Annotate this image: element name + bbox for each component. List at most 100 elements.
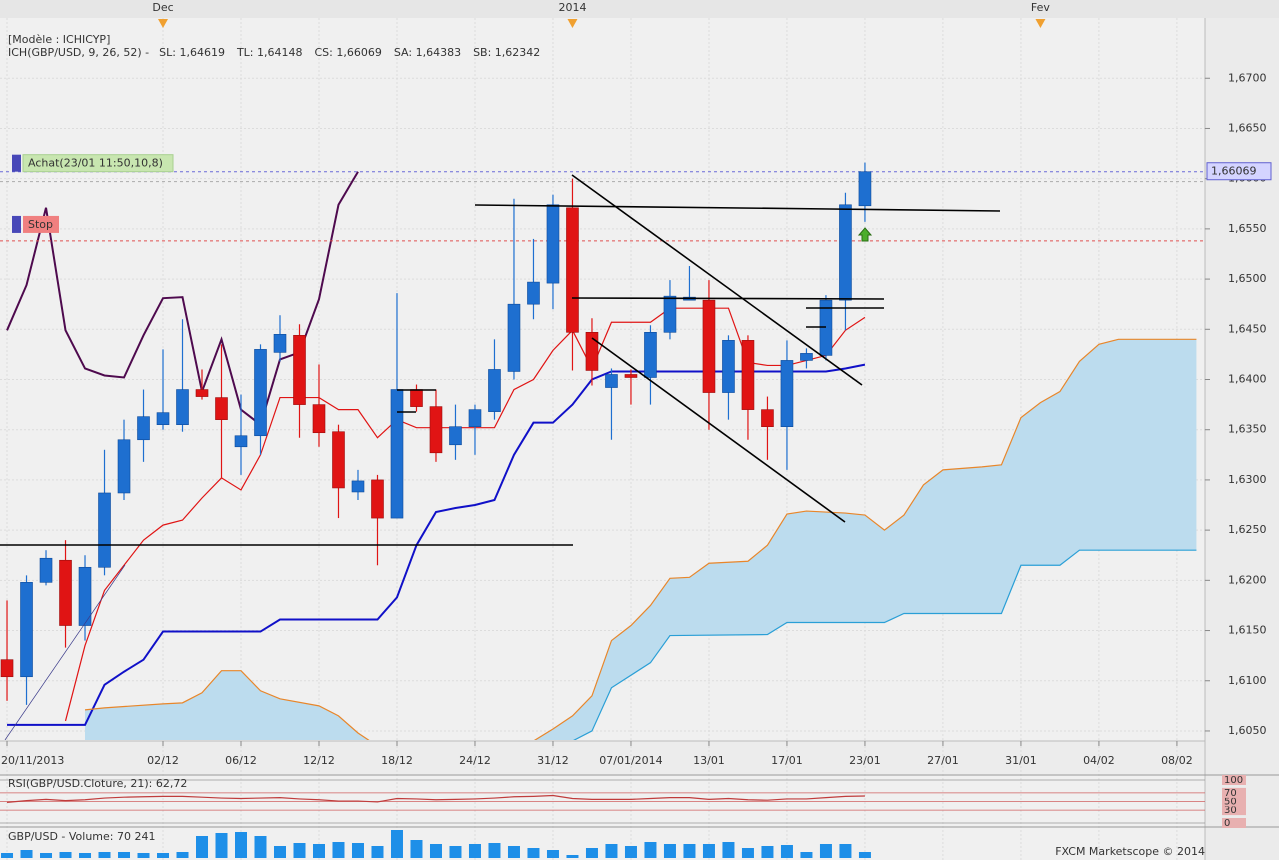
indicator-label: ICH(GBP/USD, 9, 26, 52) - <box>8 46 149 59</box>
volume-bar <box>527 848 540 858</box>
y-tick-label: 1,6150 <box>1228 624 1267 637</box>
candle-body <box>449 426 462 446</box>
candle-body <box>858 171 872 207</box>
candle-body <box>176 389 189 425</box>
stop-tag-handle <box>12 215 21 233</box>
volume-bar <box>800 852 813 858</box>
volume-bar <box>215 833 228 858</box>
order-tag <box>22 154 174 173</box>
x-tick-label: 31/12 <box>537 754 569 767</box>
legend-entry: SL: 1,64619 <box>159 46 225 59</box>
x-tick-label: 18/12 <box>381 754 413 767</box>
x-axis-band <box>0 741 1205 774</box>
volume-bar <box>235 832 247 858</box>
top-tick-label: Dec <box>152 1 173 14</box>
candle-body <box>20 582 33 678</box>
volume-bar <box>683 844 696 858</box>
x-tick-label: 06/12 <box>225 754 257 767</box>
volume-bar <box>449 846 462 858</box>
candle-body <box>39 557 53 583</box>
rsi-tick-label: 50 <box>1224 797 1237 808</box>
candle-body <box>410 389 423 407</box>
candle-body <box>741 340 755 410</box>
volume-bar <box>40 853 53 858</box>
candle-body <box>722 340 735 393</box>
candle-body <box>585 332 599 371</box>
y-tick-label: 1,6550 <box>1228 222 1267 235</box>
candle-body <box>371 479 384 519</box>
trend-line <box>591 337 846 523</box>
y-tick-label: 1,6350 <box>1228 423 1267 436</box>
order-tag-handle <box>12 154 21 172</box>
volume-bar <box>429 844 442 858</box>
volume-bar <box>1 853 14 858</box>
volume-bar <box>196 836 209 858</box>
volume-bar <box>585 848 598 858</box>
volume-bar <box>20 850 33 858</box>
user-drawings <box>0 174 1001 740</box>
stop-tag-label: Stop <box>28 218 53 231</box>
trend-line <box>4 564 126 740</box>
candle-body <box>351 480 365 493</box>
volume-bar <box>819 844 832 858</box>
volume-bar <box>605 844 618 858</box>
volume-bar <box>176 852 189 858</box>
candle-body <box>312 404 326 434</box>
volume-bar <box>566 855 579 858</box>
volume-bar <box>351 843 364 858</box>
indicator-line <box>573 549 1197 740</box>
top-tick-label: Fev <box>1031 1 1050 14</box>
volume-panel: GBP/USD - Volume: 70 241 <box>1 830 871 858</box>
rsi-tick-box <box>1222 775 1246 785</box>
candle-body <box>0 659 14 678</box>
indicator-line <box>7 363 866 726</box>
volume-bar <box>546 850 559 858</box>
volume-bar <box>663 844 676 858</box>
volume-bar <box>722 842 735 858</box>
candle-body <box>468 409 482 427</box>
top-tick-label: 2014 <box>558 1 586 14</box>
indicator-line <box>64 307 866 722</box>
rsi-title: RSI(GBP/USD.Cloture, 21): 62,72 <box>8 777 187 790</box>
last-price-box <box>1206 162 1272 181</box>
rsi-tick-label: 100 <box>1224 775 1243 786</box>
candle-body <box>332 431 345 489</box>
candle-body <box>566 207 579 333</box>
candle-body <box>234 435 248 448</box>
candle-body <box>98 492 111 568</box>
rsi-tick-label: 70 <box>1224 788 1237 799</box>
volume-bar <box>332 842 345 858</box>
rsi-tick-label: 30 <box>1224 805 1237 816</box>
order-tag-label: Achat(23/01 11:50,10,8) <box>28 157 163 170</box>
y-tick-label: 1,6650 <box>1228 121 1267 134</box>
last-price-label: 1,66069 <box>1211 165 1257 178</box>
candle-body <box>624 374 638 378</box>
x-tick-label: 23/01 <box>849 754 881 767</box>
volume-bar <box>59 852 72 858</box>
x-tick-label: 27/01 <box>927 754 959 767</box>
volume-bar <box>312 844 325 858</box>
volume-bar <box>858 852 871 858</box>
volume-bar <box>137 853 150 858</box>
candle-body <box>78 566 92 626</box>
y-tick-label: 1,6500 <box>1228 272 1267 285</box>
candle-body <box>839 204 852 301</box>
volume-bar <box>273 846 286 858</box>
candle-body <box>429 406 443 454</box>
footer: FXCM Marketscope © 2014 <box>1055 845 1205 858</box>
legend-entry: SB: 1,62342 <box>473 46 540 59</box>
candle-body <box>59 559 72 626</box>
y-tick-label: 1,6400 <box>1228 373 1267 386</box>
rsi-tick-box <box>1222 805 1246 816</box>
order-arrow <box>857 227 873 242</box>
candle-body <box>254 349 267 437</box>
volume-bar <box>839 844 852 858</box>
candle-body <box>215 397 228 420</box>
volume-bar <box>507 846 520 858</box>
y-tick-label: 1,6700 <box>1228 71 1267 84</box>
candle-body <box>761 409 774 427</box>
volume-bar <box>157 853 170 858</box>
volume-bar <box>468 844 481 858</box>
x-tick-label: 17/01 <box>771 754 803 767</box>
